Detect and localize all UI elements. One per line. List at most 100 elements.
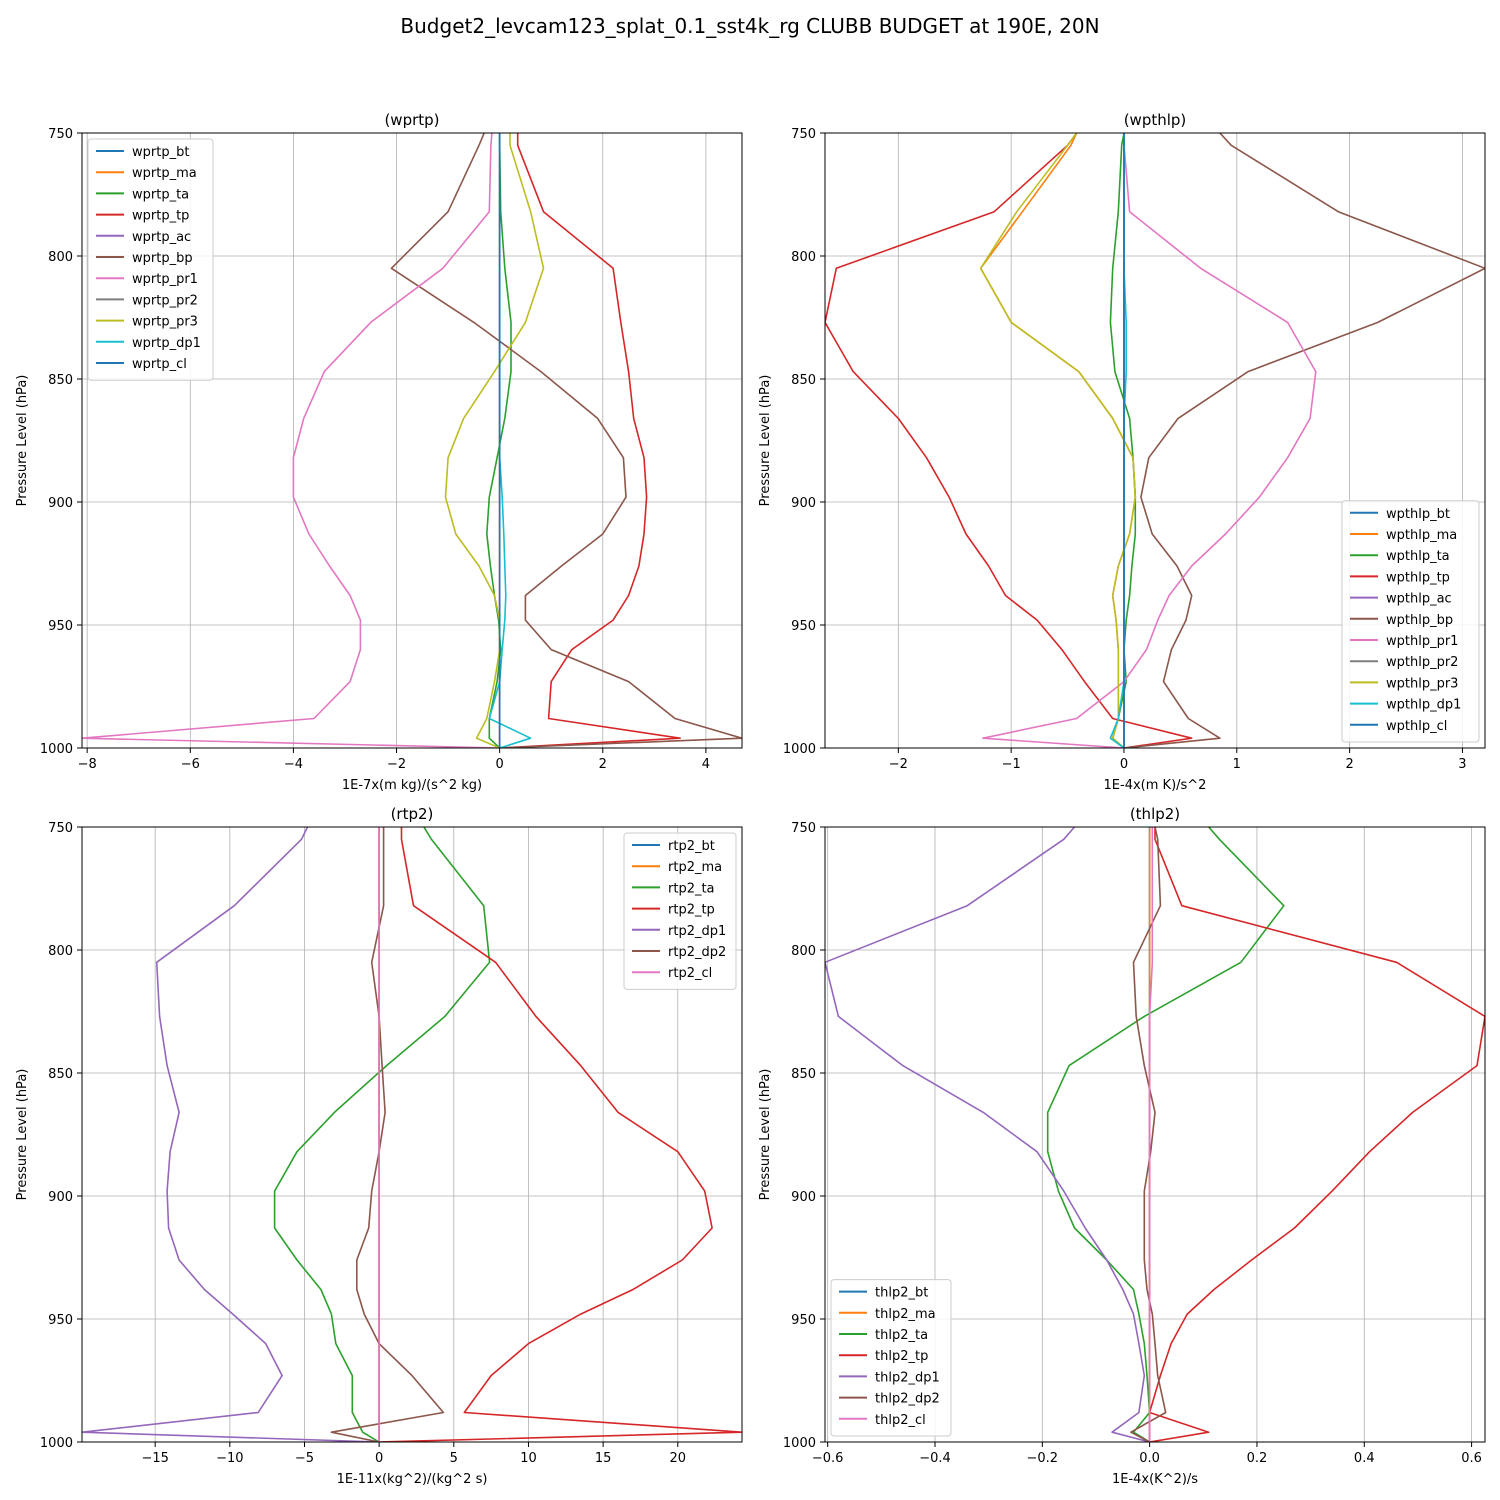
x-tick-label: 0.0	[1139, 1451, 1160, 1466]
series-line	[485, 133, 512, 748]
x-tick-label: −0.4	[919, 1451, 951, 1466]
legend: wprtp_bt wprtp_ma wprtp_ta wprtp_tp wprtp_ac…	[87, 138, 214, 381]
series-line	[1123, 133, 1485, 748]
series-line	[825, 133, 1193, 748]
x-tick-label: 0	[1120, 757, 1128, 772]
axes-frame	[824, 132, 1486, 749]
x-tick-label: −10	[216, 1451, 243, 1466]
y-tick-label: 950	[48, 619, 73, 634]
series-line	[1046, 827, 1285, 1442]
series-line	[82, 133, 500, 748]
x-axis-label: 1E-4x(m K)/s^2	[1104, 778, 1207, 793]
x-tick-label: −5	[295, 1451, 314, 1466]
y-axis-label: Pressure Level (hPa)	[758, 375, 773, 507]
y-tick-label: 750	[48, 821, 73, 836]
subplot-title: (thlp2)	[1130, 805, 1180, 823]
legend: wpthlp_bt wpthlp_ma wpthlp_ta wpthlp_tpwpth…	[1341, 500, 1480, 743]
legend-label: wprtp_pr3	[132, 315, 198, 330]
x-tick-label: 10	[520, 1451, 537, 1466]
y-axis-label: Pressure Level (hPa)	[15, 1069, 30, 1201]
subplot-2: −15 −10 −5 0 5 10 15 20 750 800 850 900 950 1000 (rtp2…	[15, 805, 743, 1487]
legend-label: thlp2_bt	[875, 1286, 928, 1301]
y-tick-label: 1000	[40, 1436, 73, 1451]
x-tick-label: −2	[387, 757, 406, 772]
y-tick-label: 1000	[783, 742, 816, 757]
legend-label: wprtp_pr2	[132, 293, 198, 308]
legend-label: wpthlp_pr3	[1386, 676, 1458, 691]
legend-label: wprtp_ac	[132, 230, 191, 245]
x-tick-label: −1	[1002, 757, 1021, 772]
x-tick-label: 0.2	[1247, 1451, 1268, 1466]
x-tick-label: −8	[78, 757, 97, 772]
y-tick-label: 950	[791, 619, 816, 634]
x-tick-label: 2	[599, 757, 607, 772]
x-tick-label: 0	[375, 1451, 383, 1466]
y-tick-label: 750	[791, 127, 816, 142]
series-group	[825, 133, 1485, 748]
subplot-3: −0.6 −0.4 −0.2 0.0 0.2 0.4 0.6 750 800 850 900 950 1…	[758, 805, 1486, 1487]
series-line	[488, 133, 532, 748]
y-axis-label: Pressure Level (hPa)	[758, 1069, 773, 1201]
legend-label: wpthlp_cl	[1386, 719, 1447, 734]
x-tick-label: 0.4	[1354, 1451, 1375, 1466]
legend-label: rtp2_ta	[668, 881, 715, 896]
y-tick-label: 1000	[783, 1436, 816, 1451]
legend-label: rtp2_cl	[668, 966, 712, 981]
legend-label: wpthlp_ma	[1386, 528, 1457, 543]
x-tick-label: −6	[181, 757, 200, 772]
legend-label: wpthlp_dp1	[1386, 698, 1461, 713]
series-line	[825, 827, 1150, 1442]
legend-label: wpthlp_tp	[1386, 570, 1450, 585]
series-line	[1109, 133, 1137, 748]
legend-label: wprtp_dp1	[132, 336, 201, 351]
y-tick-label: 800	[791, 250, 816, 265]
x-axis-label: 1E-4x(K^2)/s	[1112, 1472, 1198, 1487]
legend-label: wpthlp_bt	[1386, 507, 1450, 522]
y-tick-label: 800	[48, 944, 73, 959]
x-tick-label: 4	[702, 757, 710, 772]
x-tick-label: −2	[889, 757, 908, 772]
axes-frame	[81, 132, 743, 749]
x-tick-label: 2	[1345, 757, 1353, 772]
series-line	[273, 827, 491, 1442]
y-tick-label: 950	[791, 1313, 816, 1328]
legend-label: thlp2_dp2	[875, 1392, 940, 1407]
y-tick-label: 800	[48, 250, 73, 265]
legend-label: wprtp_bt	[132, 145, 189, 160]
x-tick-label: 0	[496, 757, 504, 772]
legend-label: thlp2_ma	[875, 1307, 936, 1322]
legend-label: wprtp_ma	[132, 166, 197, 181]
series-line	[1130, 827, 1167, 1442]
y-tick-label: 900	[48, 496, 73, 511]
figure-title: Budget2_levcam123_splat_0.1_sst4k_rg CLU…	[400, 14, 1100, 38]
series-line	[379, 827, 742, 1442]
x-tick-label: 5	[450, 1451, 458, 1466]
subplot-1: −2 −1 0 1 2 3 750 800 850 900 950 1000 (wpthlp) 1E-4x…	[758, 111, 1486, 793]
y-tick-label: 750	[791, 821, 816, 836]
series-group	[82, 827, 742, 1442]
subplot-0: −8 −6 −4 −2 0 2 4 750 800 850 900 950 1000 (wprtp) 1E-…	[15, 111, 743, 793]
legend-label: rtp2_ma	[668, 860, 722, 875]
x-tick-label: 3	[1458, 757, 1466, 772]
legend-label: wprtp_bp	[132, 251, 193, 266]
legend-label: thlp2_cl	[875, 1413, 926, 1428]
series-line	[82, 827, 380, 1442]
y-tick-label: 850	[48, 373, 73, 388]
x-tick-label: 1	[1233, 757, 1241, 772]
series-line	[330, 827, 445, 1442]
y-tick-label: 900	[48, 1190, 73, 1205]
axes-frame	[824, 826, 1486, 1443]
legend-label: wprtp_cl	[132, 357, 187, 372]
series-line	[979, 133, 1137, 748]
legend-label: wprtp_tp	[132, 209, 189, 224]
legend-label: wpthlp_ac	[1386, 592, 1452, 607]
legend-label: wprtp_ta	[132, 187, 189, 202]
legend-label: wprtp_pr1	[132, 272, 198, 287]
subplot-title: (rtp2)	[391, 805, 434, 823]
x-tick-label: 20	[670, 1451, 687, 1466]
legend-label: wpthlp_pr1	[1386, 634, 1458, 649]
series-line	[390, 133, 742, 748]
y-tick-label: 900	[791, 496, 816, 511]
y-tick-label: 850	[48, 1067, 73, 1082]
